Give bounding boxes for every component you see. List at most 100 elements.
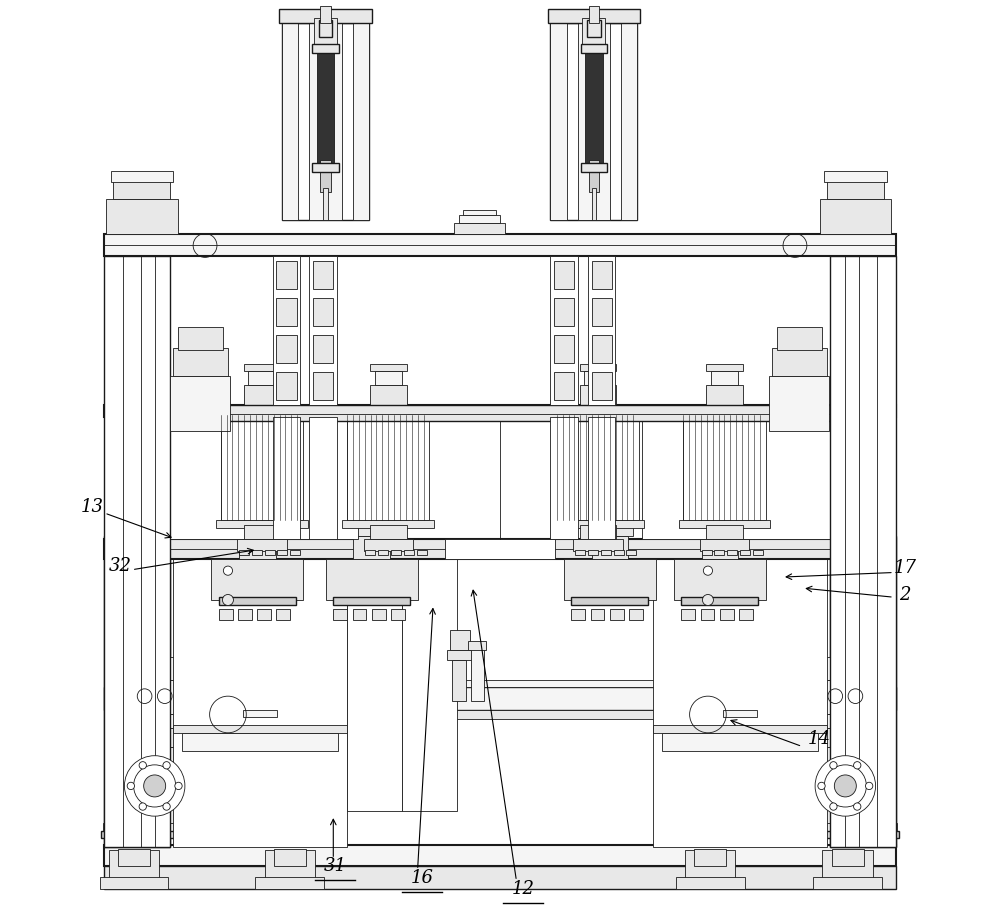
Bar bbox=[554, 335, 574, 363]
Bar bbox=[375, 371, 402, 385]
Bar bbox=[309, 417, 337, 539]
Bar bbox=[170, 680, 830, 687]
Bar bbox=[353, 23, 369, 220]
Bar bbox=[580, 364, 616, 371]
Bar bbox=[585, 46, 603, 165]
Bar bbox=[113, 657, 195, 680]
Bar bbox=[588, 550, 598, 555]
Bar bbox=[319, 20, 332, 37]
Circle shape bbox=[139, 803, 146, 811]
Bar bbox=[592, 372, 612, 400]
Bar bbox=[584, 371, 612, 385]
Bar bbox=[404, 550, 414, 555]
Bar bbox=[791, 831, 899, 838]
Bar bbox=[468, 641, 486, 650]
Bar bbox=[177, 648, 186, 657]
Bar bbox=[573, 539, 623, 551]
Bar bbox=[769, 376, 829, 431]
Bar bbox=[706, 364, 743, 371]
Circle shape bbox=[144, 775, 166, 797]
Bar bbox=[248, 371, 276, 385]
Bar bbox=[706, 525, 743, 539]
Bar bbox=[370, 385, 407, 408]
Bar bbox=[454, 223, 505, 234]
Circle shape bbox=[854, 803, 861, 811]
Bar bbox=[104, 256, 170, 847]
Bar bbox=[244, 525, 280, 539]
Bar bbox=[626, 550, 636, 555]
Bar bbox=[803, 714, 887, 728]
Text: 17: 17 bbox=[893, 559, 916, 577]
Bar bbox=[830, 256, 896, 847]
Bar bbox=[601, 550, 611, 555]
Bar bbox=[571, 597, 648, 605]
Bar bbox=[243, 710, 277, 717]
Bar bbox=[364, 539, 413, 551]
Bar bbox=[587, 20, 601, 37]
Bar bbox=[106, 199, 178, 234]
Circle shape bbox=[163, 803, 170, 811]
Bar bbox=[378, 550, 388, 555]
Bar bbox=[170, 376, 230, 431]
Bar bbox=[681, 597, 758, 605]
Bar bbox=[720, 609, 734, 620]
Bar bbox=[276, 261, 297, 289]
Bar bbox=[276, 609, 290, 620]
Bar bbox=[117, 648, 126, 657]
Circle shape bbox=[222, 594, 233, 605]
Bar bbox=[104, 405, 896, 417]
Bar bbox=[702, 536, 738, 559]
Bar bbox=[587, 527, 633, 536]
Bar bbox=[564, 559, 656, 600]
Bar bbox=[333, 597, 410, 605]
Text: 13: 13 bbox=[81, 497, 104, 516]
Bar bbox=[109, 850, 159, 878]
Bar bbox=[459, 215, 500, 223]
Bar bbox=[211, 559, 303, 600]
Bar bbox=[238, 609, 252, 620]
Bar bbox=[244, 364, 280, 371]
Bar bbox=[799, 747, 892, 824]
Bar bbox=[282, 23, 298, 220]
Bar bbox=[592, 335, 612, 363]
Bar bbox=[244, 385, 280, 408]
Bar bbox=[582, 18, 605, 46]
Bar bbox=[575, 550, 585, 555]
Bar bbox=[706, 385, 743, 408]
Bar bbox=[557, 415, 639, 520]
Bar bbox=[711, 371, 738, 385]
Bar bbox=[103, 823, 206, 834]
Bar bbox=[277, 550, 287, 555]
Circle shape bbox=[830, 761, 837, 769]
Bar bbox=[554, 299, 574, 326]
Bar bbox=[273, 417, 300, 539]
Bar bbox=[683, 415, 766, 520]
Bar bbox=[753, 550, 763, 555]
Bar bbox=[592, 261, 612, 289]
Bar bbox=[662, 733, 818, 751]
Bar bbox=[642, 406, 830, 539]
Bar bbox=[104, 536, 170, 847]
Bar bbox=[653, 725, 827, 733]
Bar bbox=[402, 545, 457, 811]
Bar bbox=[173, 348, 228, 376]
Bar bbox=[391, 550, 401, 555]
Bar bbox=[104, 234, 896, 256]
Bar bbox=[777, 327, 822, 350]
Bar bbox=[849, 680, 867, 714]
Bar bbox=[170, 710, 830, 719]
Bar bbox=[113, 179, 170, 199]
Bar bbox=[170, 406, 358, 539]
Bar bbox=[219, 609, 233, 620]
Bar bbox=[822, 850, 873, 878]
Bar bbox=[326, 559, 418, 600]
Bar bbox=[100, 877, 168, 889]
Bar bbox=[372, 609, 386, 620]
Bar bbox=[702, 550, 712, 555]
Circle shape bbox=[834, 775, 856, 797]
Bar bbox=[727, 550, 737, 555]
Bar bbox=[867, 648, 876, 657]
Bar bbox=[313, 335, 333, 363]
Circle shape bbox=[815, 756, 876, 816]
Circle shape bbox=[163, 761, 170, 769]
